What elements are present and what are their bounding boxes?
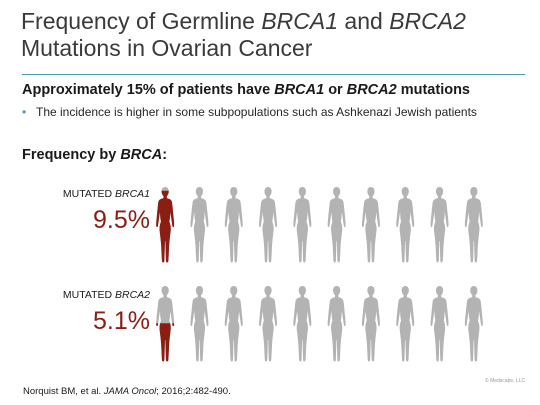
person-figure: [361, 187, 380, 263]
person-icon: [259, 286, 278, 362]
person-icon: [293, 187, 312, 263]
title-divider: [22, 74, 525, 75]
row-label-brca2: MUTATED BRCA2: [63, 289, 150, 301]
row-label-prefix: MUTATED: [62, 188, 115, 200]
row-label-gene: BRCA2: [114, 289, 150, 301]
person-figure: [259, 187, 278, 263]
person-figure-highlighted: [156, 187, 175, 263]
title-text-and: and: [338, 8, 390, 34]
subhead-text-or: or: [324, 82, 347, 98]
person-figure: [396, 187, 415, 263]
freq-colon: :: [162, 147, 168, 163]
person-icon: [430, 187, 449, 263]
subhead-gene-brca2: BRCA2: [346, 82, 397, 98]
person-figure: [327, 286, 346, 362]
person-icon: [190, 187, 209, 263]
person-icon: [293, 286, 312, 362]
person-icon: [190, 286, 209, 362]
subhead-gene-brca1: BRCA1: [274, 82, 325, 98]
person-icon: [361, 187, 380, 263]
person-figure: [293, 187, 312, 263]
person-figure: [464, 286, 483, 362]
frequency-heading: Frequency by BRCA:: [22, 147, 167, 163]
percent-brca1: 9.5%: [93, 206, 150, 234]
person-icon: [224, 286, 243, 362]
person-icon: [396, 286, 415, 362]
bullet-text: The incidence is higher in some subpopul…: [36, 105, 477, 119]
row-label-brca1: MUTATED BRCA1: [63, 188, 150, 200]
person-figure: [224, 286, 243, 362]
subheading: Approximately 15% of patients have BRCA1…: [22, 82, 470, 98]
person-icon: [224, 187, 243, 263]
row-label-gene: BRCA1: [114, 188, 150, 200]
person-icon: [327, 187, 346, 263]
person-icon: [430, 286, 449, 362]
person-figure: [190, 286, 209, 362]
citation-authors: Norquist BM, et al.: [23, 386, 104, 397]
freq-gene: BRCA: [120, 147, 163, 163]
citation-details: ; 2016;2:482-490.: [156, 386, 231, 397]
person-figure-highlighted: [156, 286, 175, 362]
person-figure: [327, 187, 346, 263]
subhead-text-post: mutations: [396, 82, 470, 98]
pictogram-svg: [156, 286, 483, 362]
person-figure: [293, 286, 312, 362]
person-fill-icon: [156, 323, 175, 362]
person-icon: [464, 286, 483, 362]
person-figure: [464, 187, 483, 263]
person-figure: [259, 286, 278, 362]
freq-text: Frequency by: [22, 147, 121, 163]
title-line-2: Mutations in Ovarian Cancer: [21, 35, 313, 61]
bullet-item: • The incidence is higher in some subpop…: [22, 105, 492, 120]
title-text: Frequency of Germline: [21, 8, 262, 34]
person-fill-icon: [156, 190, 175, 263]
citation-journal: JAMA Oncol: [103, 386, 157, 397]
person-figure: [430, 286, 449, 362]
watermark: © Medscape, LLC: [485, 378, 526, 384]
person-icon: [396, 187, 415, 263]
title-gene-brca2: BRCA2: [389, 8, 466, 34]
person-figure: [190, 187, 209, 263]
person-icon: [327, 286, 346, 362]
person-figure: [396, 286, 415, 362]
person-icon: [464, 187, 483, 263]
slide-title: Frequency of Germline BRCA1 and BRCA2 Mu…: [21, 8, 531, 62]
person-icon: [259, 187, 278, 263]
pictogram-svg: [156, 187, 483, 263]
figure-row-brca1: [154, 186, 485, 264]
person-icon: [361, 286, 380, 362]
person-figure: [430, 187, 449, 263]
person-figure: [224, 187, 243, 263]
bullet-dot-icon: •: [22, 105, 27, 119]
row-label-prefix: MUTATED: [62, 289, 115, 301]
citation: Norquist BM, et al. JAMA Oncol; 2016;2:4…: [23, 386, 231, 397]
subhead-text: Approximately 15% of patients have: [22, 82, 275, 98]
person-figure: [361, 286, 380, 362]
figure-row-brca2: [154, 285, 485, 363]
percent-brca2: 5.1%: [93, 307, 150, 335]
title-gene-brca1: BRCA1: [261, 8, 339, 34]
